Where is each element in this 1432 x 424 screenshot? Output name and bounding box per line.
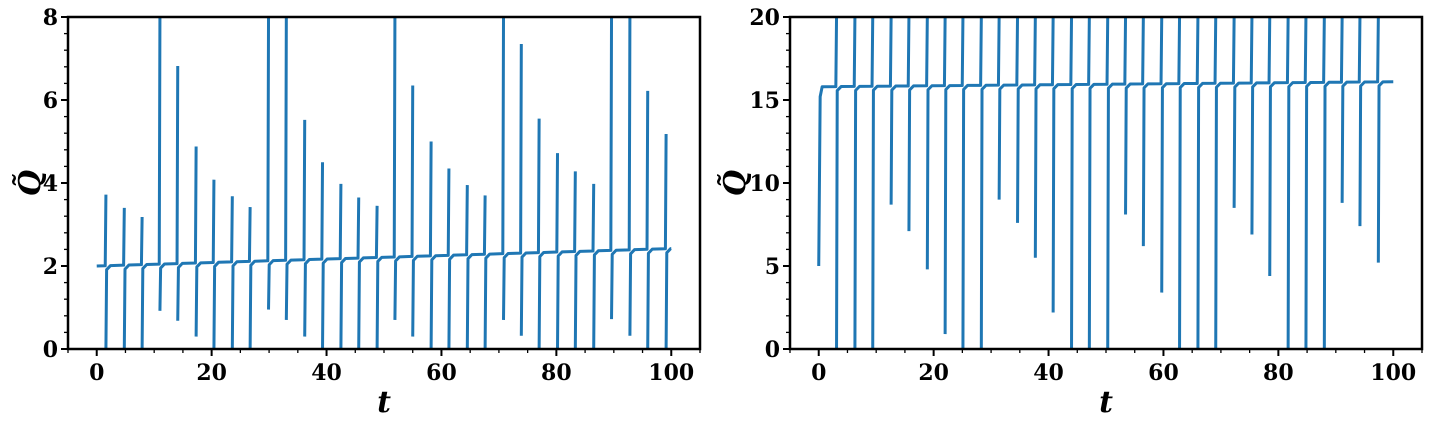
left-y-tick-label: 6 — [43, 88, 58, 114]
left-plot-frame — [66, 15, 702, 351]
right-x-tick-label: 40 — [1033, 360, 1064, 386]
left-y-tick-label: 2 — [43, 254, 58, 280]
right-y-tick-label: 20 — [749, 5, 780, 31]
left-x-tick-label: 80 — [541, 360, 572, 386]
right-y-tick-label: 5 — [765, 254, 780, 280]
right-y-axis-label: Q̃ — [718, 170, 753, 196]
right-x-tick-label: 80 — [1263, 360, 1294, 386]
left-y-tick-label: 4 — [43, 171, 58, 197]
right-x-tick-label: 20 — [918, 360, 949, 386]
right-chart-panel: 0 20 40 60 80 100 0 5 10 15 20 t Q̃ — [718, 5, 1424, 420]
right-series-line — [817, 17, 1394, 349]
left-x-tick-label: 0 — [89, 360, 104, 386]
left-x-axis-label: t — [377, 385, 391, 420]
right-x-tick-label: 100 — [1370, 360, 1416, 386]
left-y-axis-label: Q̃ — [13, 170, 48, 196]
left-x-tick-label: 20 — [196, 360, 227, 386]
left-y-tick-label: 0 — [43, 337, 58, 363]
right-x-axis-label: t — [1099, 385, 1113, 420]
left-x-tick-label: 60 — [426, 360, 457, 386]
right-y-tick-label: 15 — [749, 88, 780, 114]
right-x-tick-label: 0 — [811, 360, 826, 386]
left-series-line — [96, 17, 673, 349]
right-x-tick-label: 60 — [1148, 360, 1179, 386]
left-y-tick-label: 8 — [43, 5, 58, 31]
left-x-tick-label: 100 — [648, 360, 694, 386]
right-y-tick-label: 0 — [765, 337, 780, 363]
left-chart-panel: 0 20 40 60 80 100 0 2 4 6 8 t Q̃ — [13, 5, 702, 420]
right-y-tick-label: 10 — [749, 171, 780, 197]
left-x-tick-label: 40 — [311, 360, 342, 386]
